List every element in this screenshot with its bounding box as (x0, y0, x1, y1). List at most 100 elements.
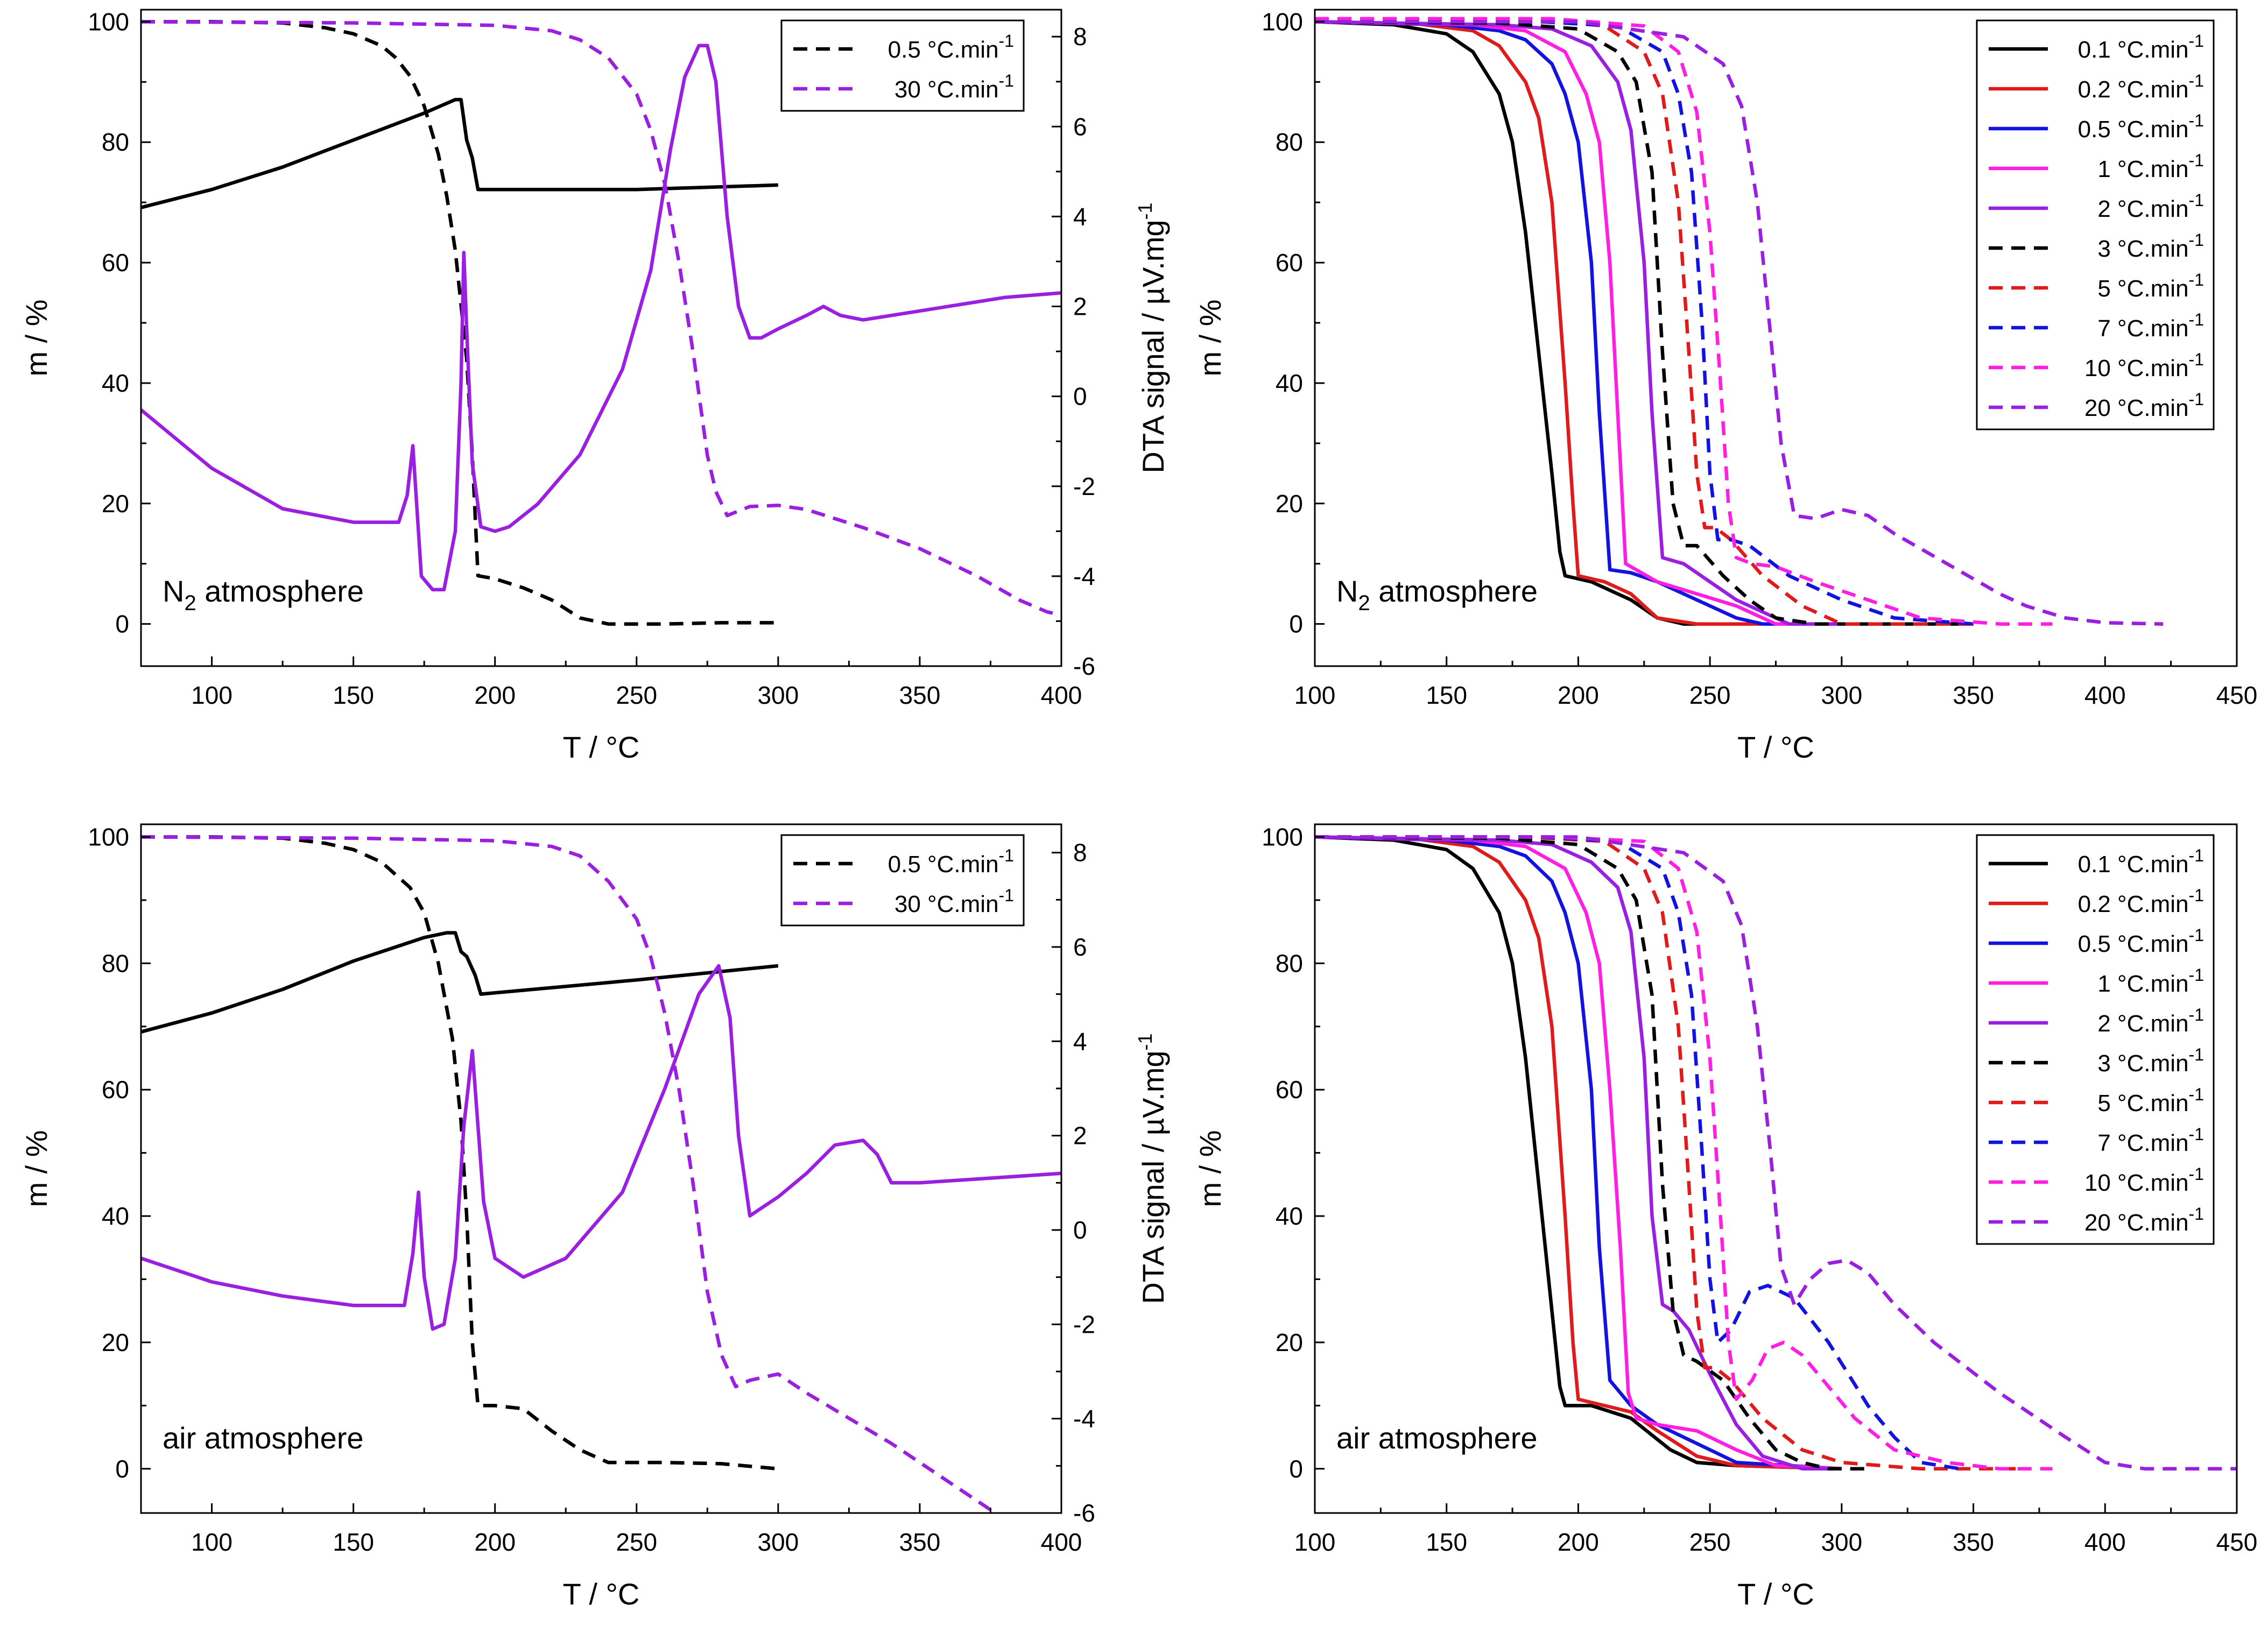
x-tick-label: 350 (1953, 1528, 1994, 1556)
series-line-8 (1315, 835, 2053, 1471)
y2-tick-label: -6 (1073, 652, 1095, 680)
legend-label: 3 °C.min-1 (2097, 230, 2204, 262)
x-tick-label: 350 (899, 1528, 941, 1556)
x-tick-label: 200 (474, 1528, 516, 1556)
panel-bottom-left: 100 150 200 250 300 350 400020406080100-6-4-20… (19, 823, 1170, 1611)
x-tick-label: 400 (2084, 681, 2126, 709)
y2-tick-label: 6 (1073, 933, 1087, 961)
series-group (141, 835, 1061, 1513)
x-tick-label: 100 (191, 681, 233, 709)
series-line-2 (1315, 20, 1974, 626)
x-tick-label: 400 (1041, 681, 1082, 709)
atmosphere-label: N2 atmosphere (1336, 574, 1538, 615)
legend-label: 3 °C.min-1 (2097, 1045, 2204, 1077)
x-axis-title: T / °C (563, 730, 640, 764)
legend-label: 5 °C.min-1 (2097, 1085, 2204, 1116)
legend-label: 0.2 °C.min-1 (2078, 886, 2204, 917)
legend-label: 0.5 °C.min-1 (888, 31, 1014, 63)
series-line-0 (141, 20, 778, 626)
x-tick-label: 300 (757, 681, 799, 709)
y-tick-label: 20 (102, 490, 129, 518)
series-group (141, 20, 1061, 626)
series-line-0 (141, 835, 779, 1471)
x-axis-title: T / °C (1737, 1577, 1814, 1611)
x-tick-label: 100 (1294, 1528, 1336, 1556)
y-tick-label: 20 (1276, 1328, 1303, 1356)
x-tick-label: 150 (1426, 1528, 1467, 1556)
legend-label: 2 °C.min-1 (2097, 190, 2204, 222)
y-tick-label: 20 (1276, 490, 1303, 518)
y2-tick-label: 8 (1073, 23, 1087, 51)
legend-label: 0.5 °C.min-1 (888, 846, 1014, 878)
y-axis-title: m / % (19, 1130, 53, 1207)
panel-top-left: 100 150 200 250 300 350 400020406080100-6-4-20… (19, 8, 1170, 764)
y2-tick-label: 4 (1073, 1027, 1087, 1055)
legend-label: 0.1 °C.min-1 (2078, 846, 2204, 878)
legend-box (780, 834, 1025, 927)
panel-bottom-right: 100 150 200 250 300 350 400 450 0 20 40 60 80 100 T / … (1193, 823, 2257, 1611)
x-tick-label: 100 (191, 1528, 233, 1556)
y-tick-label: 40 (1276, 1202, 1303, 1230)
legend-label: 20 °C.min-1 (2084, 390, 2204, 421)
y-tick-label: 80 (102, 128, 129, 156)
legend-label: 7 °C.min-1 (2097, 1125, 2204, 1156)
plot-frame (140, 823, 1062, 1514)
series-line-7 (1315, 835, 1961, 1471)
legend-label: 20 °C.min-1 (2084, 1204, 2204, 1236)
legend: 0.1 °C.min-1 0.2 °C.min-1 0.5 °C.min-1 1 °C… (1976, 19, 2215, 430)
x-axis-title: T / °C (563, 1577, 640, 1611)
y2-tick-label: 0 (1073, 1216, 1087, 1244)
x-tick-label: 150 (333, 681, 374, 709)
series-line-1 (1315, 20, 1974, 626)
series-line-8 (1315, 17, 2053, 626)
series-line-5 (1315, 835, 1868, 1471)
x-tick-label: 200 (1558, 1528, 1599, 1556)
y-tick-label: 40 (102, 1202, 129, 1230)
y2-tick-label: 8 (1073, 839, 1087, 867)
y-tick-label: 80 (1276, 949, 1303, 977)
series-line-3 (1315, 835, 1842, 1471)
legend: 0.1 °C.min-1 0.2 °C.min-1 0.5 °C.min-1 1 °C… (1976, 834, 2215, 1245)
y2-tick-label: -2 (1073, 472, 1095, 500)
x-tick-label: 200 (474, 681, 516, 709)
series-line-7 (1315, 20, 1974, 626)
x-tick-label: 250 (616, 1528, 657, 1556)
y-tick-label: 100 (88, 823, 129, 851)
atmosphere-label: air atmosphere (163, 1421, 364, 1455)
legend-label: 30 °C.min-1 (894, 886, 1014, 917)
x-tick-label: 200 (1558, 681, 1599, 709)
x-tick-label: 250 (1689, 1528, 1731, 1556)
series-line-4 (1315, 835, 1842, 1471)
y-tick-label: 60 (102, 249, 129, 277)
series-line-9 (1315, 835, 2237, 1471)
y-tick-label: 100 (1262, 823, 1303, 851)
x-tick-label: 450 (2216, 1528, 2258, 1556)
legend: 0.5 °C.min-1 30 °C.min-1 (780, 19, 1025, 112)
x-tick-label: 250 (616, 681, 657, 709)
series-line-4 (1315, 20, 1974, 626)
y2-tick-label: 4 (1073, 202, 1087, 230)
series-line-3 (141, 44, 1061, 592)
series-line-6 (1315, 17, 1974, 626)
legend-label: 2 °C.min-1 (2097, 1005, 2204, 1037)
y-tick-label: 0 (1289, 610, 1303, 638)
y2-tick-label: -2 (1073, 1310, 1095, 1338)
series-line-2 (141, 20, 1061, 617)
atmosphere-label: air atmosphere (1336, 1421, 1538, 1455)
series-line-1 (1315, 835, 1842, 1471)
legend-label: 1 °C.min-1 (2097, 151, 2204, 182)
y2-tick-label: 2 (1073, 293, 1087, 321)
atmosphere-label: N2 atmosphere (163, 574, 364, 615)
x-tick-label: 400 (1041, 1528, 1082, 1556)
legend-label: 10 °C.min-1 (2084, 1164, 2204, 1196)
series-line-2 (141, 835, 999, 1513)
legend: 0.5 °C.min-1 30 °C.min-1 (780, 834, 1025, 927)
series-line-0 (1315, 835, 1842, 1471)
y2-tick-label: -4 (1073, 562, 1095, 590)
y-tick-label: 60 (1276, 1076, 1303, 1104)
legend-label: 10 °C.min-1 (2084, 350, 2204, 381)
x-tick-label: 150 (1426, 681, 1467, 709)
y-tick-label: 80 (1276, 128, 1303, 156)
legend-label: 0.5 °C.min-1 (2078, 111, 2204, 143)
